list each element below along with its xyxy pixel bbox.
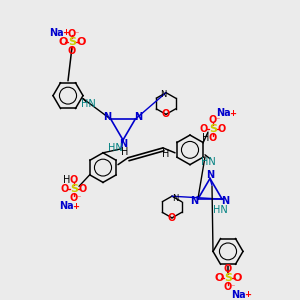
Text: O: O [76,38,86,47]
Text: O: O [70,193,78,203]
Text: ⁻: ⁻ [75,29,79,38]
Text: ⁻: ⁻ [216,116,220,125]
Text: O: O [209,115,217,125]
Text: O: O [218,124,226,134]
Text: HN: HN [81,98,95,109]
Text: H: H [202,133,210,143]
Text: S: S [68,38,76,47]
Text: O: O [214,273,224,283]
Text: N: N [119,139,127,149]
Text: HN: HN [213,205,227,215]
Text: S: S [224,273,232,283]
Text: N: N [206,169,214,180]
Text: O: O [200,124,208,134]
Text: O: O [162,110,170,119]
Text: +: + [62,28,70,37]
Text: Na: Na [231,290,245,300]
Text: H: H [162,149,170,159]
Text: N: N [221,196,230,206]
Text: O: O [79,184,87,194]
Text: N: N [190,196,199,206]
Text: Na: Na [49,28,63,38]
Text: O: O [61,184,69,194]
Text: N: N [103,112,112,122]
Text: +: + [73,202,80,211]
Text: O: O [68,46,76,56]
Text: +: + [244,290,251,299]
Text: Na: Na [216,108,230,118]
Text: N: N [134,112,142,122]
Text: +: + [230,109,236,118]
Text: O: O [209,133,217,143]
Text: Na: Na [59,201,73,211]
Text: O: O [224,264,232,274]
Text: HN: HN [108,143,122,153]
Text: S: S [70,184,78,194]
Text: O: O [70,176,78,185]
Text: H: H [121,147,129,157]
Text: H: H [63,176,71,185]
Text: S: S [209,124,217,134]
Text: N: N [160,90,166,99]
Text: N: N [172,194,178,203]
Text: ⁻: ⁻ [77,194,81,203]
Text: O: O [232,273,242,283]
Text: O: O [58,38,68,47]
Text: O: O [168,213,176,223]
Text: O: O [224,282,232,292]
Text: ⁻: ⁻ [231,282,235,291]
Text: O: O [68,28,76,38]
Text: HN: HN [201,157,215,167]
